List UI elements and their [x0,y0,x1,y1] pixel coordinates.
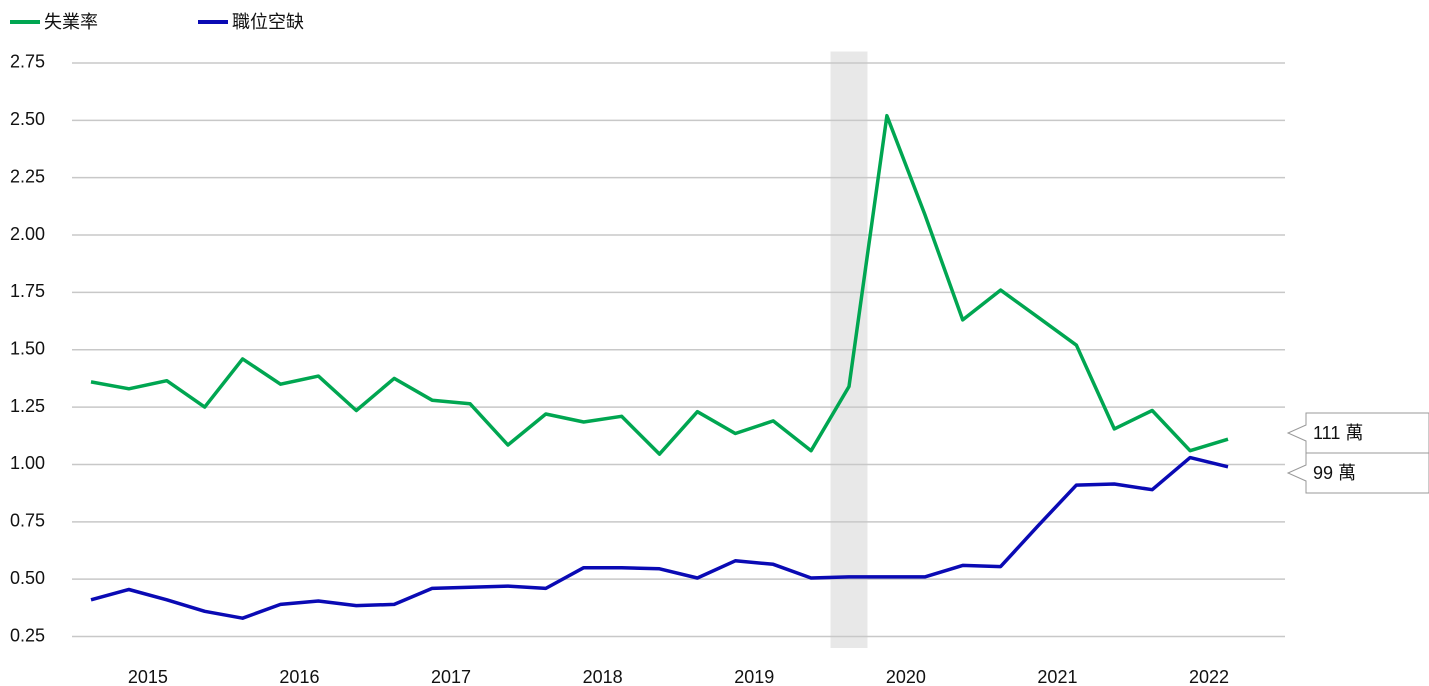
x-tick-label: 2022 [1189,667,1229,686]
x-tick-label: 2020 [886,667,926,686]
y-tick-label: 0.50 [10,568,45,588]
y-tick-label: 2.50 [10,109,45,129]
callout-box [1286,452,1429,494]
y-tick-label: 1.00 [10,453,45,473]
x-tick-label: 2017 [431,667,471,686]
line-series [90,455,1229,620]
y-tick-label: 0.25 [10,625,45,645]
x-tick-label: 2015 [128,667,168,686]
x-tick-label: 2021 [1037,667,1077,686]
y-tick-label: 2.00 [10,224,45,244]
x-tick-label: 2016 [279,667,319,686]
y-tick-label: 1.50 [10,339,45,359]
legend-label: 職位空缺 [232,12,304,32]
y-tick-label: 1.25 [10,396,45,416]
y-tick-label: 0.75 [10,511,45,531]
callout-label: 111 萬 [1313,423,1363,443]
line-series [90,113,1229,456]
y-tick-label: 1.75 [10,281,45,301]
y-tick-label: 2.25 [10,166,45,186]
y-tick-label: 2.75 [10,52,45,72]
x-tick-label: 2018 [583,667,623,686]
callout-box [1286,412,1429,454]
legend-label: 失業率 [44,12,98,32]
x-tick-label: 2019 [734,667,774,686]
callout-label: 99 萬 [1313,463,1356,483]
